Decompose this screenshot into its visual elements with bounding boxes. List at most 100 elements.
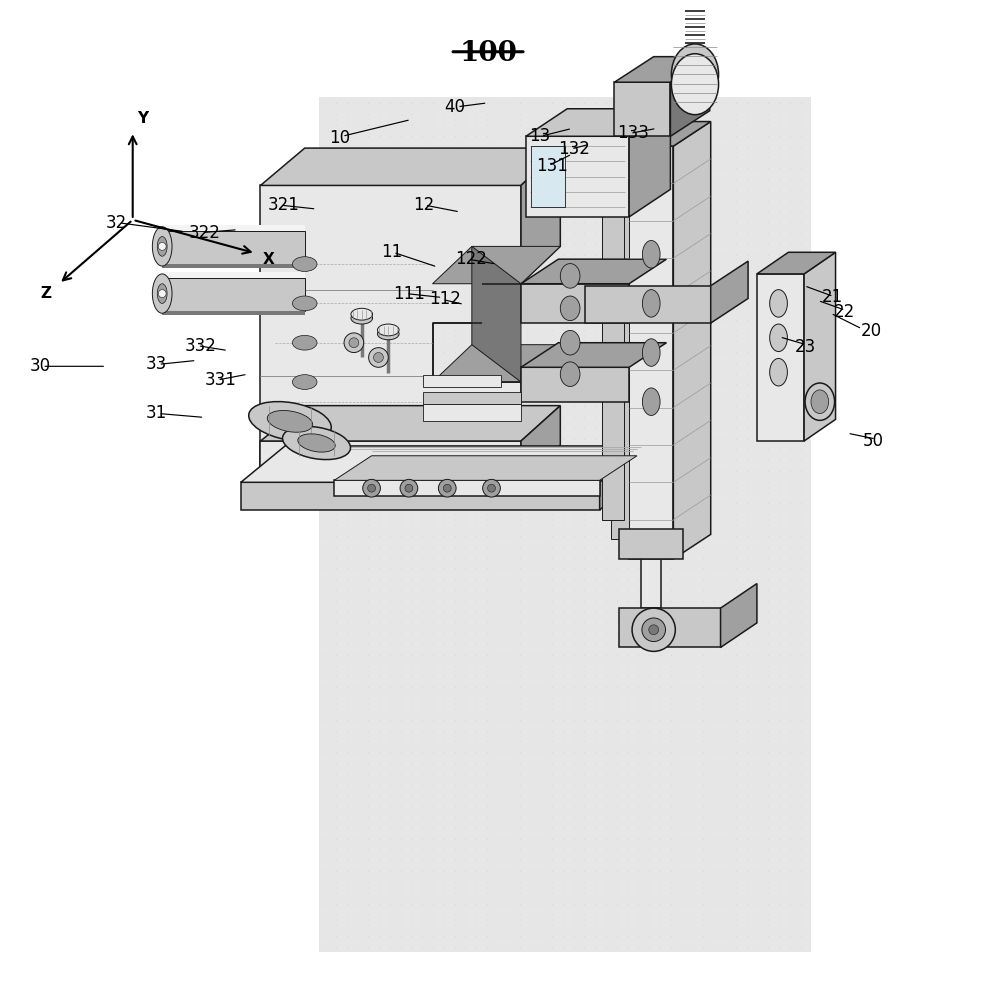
Point: [566, 193, 582, 209]
Point: [642, 668, 658, 684]
Point: [501, 550, 517, 566]
Point: [555, 906, 571, 922]
Point: [360, 203, 376, 219]
Point: [599, 506, 614, 522]
Point: [458, 117, 474, 133]
Point: [653, 387, 668, 403]
Point: [523, 312, 539, 328]
Point: [372, 744, 387, 760]
Point: [415, 95, 431, 111]
Point: [750, 863, 766, 879]
Point: [415, 582, 431, 598]
Point: [545, 766, 560, 782]
Point: [718, 236, 733, 252]
Point: [631, 344, 647, 360]
Point: [501, 485, 517, 501]
Ellipse shape: [351, 312, 373, 324]
Point: [436, 928, 452, 944]
Point: [382, 474, 398, 490]
Point: [501, 636, 517, 652]
Point: [739, 701, 755, 717]
Point: [491, 614, 506, 630]
Point: [718, 571, 733, 587]
Point: [761, 733, 777, 749]
Point: [664, 420, 679, 436]
Point: [317, 236, 332, 252]
Point: [750, 841, 766, 857]
Point: [782, 755, 798, 771]
Point: [642, 733, 658, 749]
Point: [566, 928, 582, 944]
Point: [664, 593, 679, 609]
Point: [653, 896, 668, 912]
Point: [599, 625, 614, 641]
Point: [436, 301, 452, 317]
Point: [739, 95, 755, 111]
Point: [415, 452, 431, 468]
Point: [426, 723, 441, 739]
Point: [469, 117, 485, 133]
Point: [458, 495, 474, 511]
Point: [469, 366, 485, 382]
Point: [793, 852, 809, 868]
Point: [761, 852, 777, 868]
Polygon shape: [162, 231, 305, 264]
Point: [534, 312, 549, 328]
Point: [338, 755, 355, 771]
Point: [327, 398, 344, 414]
Point: [350, 441, 366, 457]
Point: [426, 182, 441, 198]
Point: [426, 290, 441, 306]
Point: [523, 376, 539, 392]
Polygon shape: [521, 367, 629, 402]
Point: [447, 593, 463, 609]
Point: [707, 431, 723, 447]
Point: [501, 312, 517, 328]
Point: [566, 409, 582, 425]
Point: [317, 539, 332, 555]
Point: [382, 214, 398, 230]
Point: [685, 333, 701, 349]
Point: [436, 917, 452, 933]
Point: [674, 441, 690, 457]
Point: [458, 939, 474, 955]
Point: [599, 874, 614, 890]
Point: [512, 290, 528, 306]
Point: [426, 928, 441, 944]
Point: [793, 258, 809, 274]
Point: [534, 495, 549, 511]
Point: [577, 322, 593, 338]
Point: [674, 906, 690, 922]
Point: [545, 128, 560, 144]
Point: [327, 874, 344, 890]
Point: [360, 539, 376, 555]
Point: [707, 128, 723, 144]
Point: [566, 214, 582, 230]
Point: [404, 668, 420, 684]
Point: [739, 809, 755, 825]
Point: [782, 625, 798, 641]
Point: [782, 560, 798, 576]
Point: [782, 376, 798, 392]
Point: [631, 420, 647, 436]
Point: [772, 777, 787, 793]
Point: [772, 798, 787, 814]
Point: [393, 809, 409, 825]
Point: [782, 636, 798, 652]
Point: [447, 820, 463, 836]
Point: [555, 917, 571, 933]
Point: [501, 744, 517, 760]
Point: [350, 301, 366, 317]
Point: [426, 766, 441, 782]
Point: [707, 463, 723, 479]
Point: [436, 463, 452, 479]
Point: [685, 679, 701, 695]
Point: [750, 668, 766, 684]
Point: [599, 798, 614, 814]
Point: [372, 344, 387, 360]
Point: [458, 625, 474, 641]
Point: [782, 863, 798, 879]
Point: [750, 712, 766, 728]
Point: [588, 733, 604, 749]
Point: [426, 917, 441, 933]
